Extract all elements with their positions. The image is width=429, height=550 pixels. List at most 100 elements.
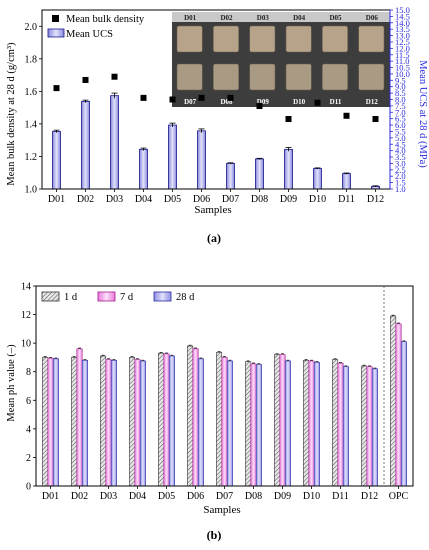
density-point: [372, 116, 379, 123]
photo-label-strip: [172, 12, 390, 22]
ph-bar-7d: [221, 357, 228, 487]
specimen-cube: [285, 25, 312, 53]
density-point: [140, 94, 147, 101]
y-tick-label: 0: [26, 482, 31, 493]
y-tick-label: 4: [26, 424, 31, 435]
density-point: [82, 76, 89, 83]
ucs-bar: [255, 158, 264, 190]
y2-tick-label: 13.0: [395, 31, 410, 41]
density-point: [256, 103, 263, 110]
photo-background: [172, 12, 390, 107]
density-point: [111, 73, 118, 80]
specimen-cube: [176, 63, 203, 91]
photo-label-bottom: D10: [293, 98, 306, 106]
panel-a-label: (a): [207, 231, 221, 245]
legend-swatch: [41, 291, 60, 302]
ucs-bar: [81, 101, 90, 190]
y-tick-label: 1.6: [25, 87, 38, 98]
y2-tick-label: 6.0: [395, 120, 406, 130]
ph-bar-7d: [366, 366, 373, 487]
y2-tick-label: 3.0: [395, 158, 406, 168]
x-tick-label: D11: [332, 491, 349, 502]
chart-b-ylabel: Mean ph value (–): [6, 344, 17, 422]
ph-bar-1d: [158, 352, 165, 487]
legend-marker-density: [52, 15, 59, 22]
y2-tick-label: 14.5: [395, 11, 410, 21]
ucs-bar: [226, 163, 235, 190]
chart-b-axes: 0 2 4 6 8 10 12 14 D01 D02 D03 D04 D05 D06 D07 D08 D09 D1…: [21, 282, 414, 502]
ph-bar-28d: [371, 368, 378, 487]
x-tick-label: D12: [361, 491, 378, 502]
ph-bar-7d: [395, 323, 402, 487]
ph-bar-28d: [226, 360, 233, 487]
chart-a-axes: 1.01.21.41.61.82.01.01.52.02.53.03.54.04…: [25, 5, 410, 205]
y-tick-label: 8: [26, 367, 31, 378]
y2-tick-label: 12.5: [395, 37, 410, 47]
ph-bar-28d: [52, 358, 59, 487]
ph-bar-1d: [100, 355, 107, 487]
legend-swatch: [97, 291, 116, 302]
specimen-cube: [176, 25, 203, 53]
ph-bar-28d: [284, 360, 291, 487]
y2-tick-label: 3.5: [395, 152, 406, 162]
chart-b: 0 2 4 6 8 10 12 14 D01 D02 D03 D04 D05 D06 D07 D08 D09 D1…: [6, 282, 414, 542]
ph-bar-28d: [197, 358, 204, 487]
x-tick-label: D07: [222, 194, 239, 205]
photo-label-top: D02: [220, 14, 233, 22]
specimen-cube: [213, 63, 239, 91]
ph-bar-7d: [105, 359, 112, 487]
ph-bar-1d: [390, 315, 397, 487]
y2-tick-label: 11.0: [395, 56, 410, 66]
density-point: [169, 96, 176, 103]
ucs-bar: [139, 148, 148, 190]
y-tick-label: 1.0: [25, 185, 38, 196]
density-point: [314, 99, 321, 106]
ucs-bar: [197, 130, 206, 190]
density-points: [53, 73, 379, 123]
ucs-bar: [342, 173, 351, 190]
photo-label-bottom: D08: [220, 98, 233, 106]
chart-a-ylabel: Mean bulk density at 28 d (g/cm³): [6, 42, 17, 186]
ph-bar-28d: [81, 359, 88, 487]
ph-bar-1d: [187, 345, 194, 487]
photo-label-bottom: D07: [184, 98, 197, 106]
ph-bar-1d: [361, 365, 368, 487]
ph-bar-7d: [134, 359, 141, 487]
ph-bar-7d: [279, 354, 286, 487]
y-tick-label: 1.8: [25, 54, 38, 65]
specimen-cube: [249, 25, 276, 53]
y2-tick-label: 15.0: [395, 5, 410, 15]
ph-bar-7d: [47, 357, 54, 487]
x-tick-label: D03: [106, 194, 123, 205]
x-tick-label: D01: [48, 194, 65, 205]
photo-label-top: D06: [366, 14, 379, 22]
x-tick-label: D02: [77, 194, 94, 205]
ph-bar-28d: [313, 362, 320, 487]
x-tick-label: OPC: [389, 491, 409, 502]
ph-bar-7d: [76, 348, 83, 487]
ucs-bar: [110, 95, 119, 190]
density-point: [198, 94, 205, 101]
x-tick-label: D05: [158, 491, 175, 502]
legend-swatch: [153, 291, 172, 302]
x-tick-label: D01: [42, 491, 59, 502]
y2-tick-label: 11.5: [395, 50, 410, 60]
legend-label-density: Mean bulk density: [66, 14, 145, 25]
y-tick-label: 1.2: [25, 152, 38, 163]
y2-tick-label: 13.5: [395, 24, 410, 34]
y2-tick-label: 1.0: [395, 184, 406, 194]
density-point: [53, 85, 60, 92]
photo-label-bottom: D09: [257, 98, 270, 106]
y2-tick-label: 12.0: [395, 43, 410, 53]
y-tick-label: 12: [21, 310, 31, 321]
y2-tick-label: 10.5: [395, 63, 410, 73]
y-tick-label: 1.4: [25, 119, 38, 130]
y2-tick-label: 1.5: [395, 178, 406, 188]
x-tick-label: D03: [100, 491, 117, 502]
ph-bar-28d: [168, 355, 175, 487]
y2-tick-label: 5.5: [395, 126, 406, 136]
ph-bar-7d: [308, 360, 315, 487]
ph-bar-28d: [255, 364, 262, 487]
y-tick-label: 2.0: [25, 22, 38, 33]
ph-bar-1d: [129, 357, 136, 487]
